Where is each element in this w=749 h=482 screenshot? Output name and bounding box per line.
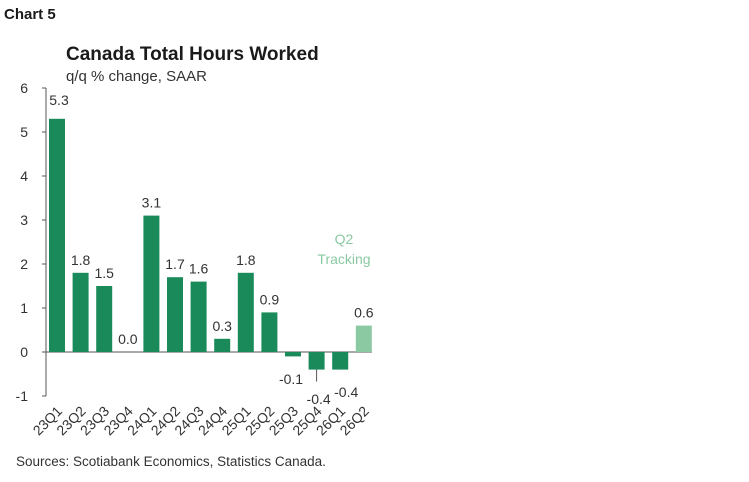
chart-title: Canada Total Hours Worked bbox=[66, 44, 319, 65]
y-tick-label: 6 bbox=[20, 80, 28, 96]
bar-25q2 bbox=[261, 312, 278, 352]
data-label-26q1: -0.4 bbox=[334, 384, 358, 400]
bar-24q1 bbox=[143, 215, 160, 352]
data-label-25q3: -0.1 bbox=[279, 371, 303, 387]
annotation-line-1: Q2 bbox=[335, 231, 354, 247]
y-tick-label: 4 bbox=[20, 168, 28, 184]
y-tick-label: -1 bbox=[16, 388, 29, 404]
data-label-24q4: 0.3 bbox=[212, 318, 232, 334]
data-label-23q1: 5.3 bbox=[49, 92, 69, 108]
bar-24q3 bbox=[190, 281, 207, 352]
data-label-24q1: 3.1 bbox=[142, 195, 162, 211]
bar-26q2 bbox=[355, 325, 372, 352]
chart-number-label: Chart 5 bbox=[4, 6, 56, 23]
y-tick-label: 3 bbox=[20, 212, 28, 228]
bar-25q1 bbox=[237, 272, 254, 352]
y-tick-label: 2 bbox=[20, 256, 28, 272]
tracking-annotation: Q2 Tracking bbox=[317, 231, 370, 267]
data-label-25q4: -0.4 bbox=[307, 391, 331, 407]
data-label-24q3: 1.6 bbox=[189, 261, 209, 277]
data-label-26q2: 0.6 bbox=[354, 305, 374, 321]
bar-25q3 bbox=[285, 352, 301, 357]
bar-23q3 bbox=[96, 286, 113, 352]
y-tick-label: 5 bbox=[20, 124, 28, 140]
data-label-24q2: 1.7 bbox=[165, 256, 185, 272]
bar-23q1 bbox=[49, 118, 65, 352]
data-label-23q3: 1.5 bbox=[94, 265, 114, 281]
data-labels: 5.31.81.50.03.11.7 1.60.31.80.9-0.1-0.4 -0… bbox=[49, 92, 373, 407]
bar-26q1 bbox=[332, 352, 349, 370]
data-label-23q4: 0.0 bbox=[118, 331, 138, 347]
data-label-23q2: 1.8 bbox=[71, 252, 91, 268]
bar-23q2 bbox=[72, 272, 89, 352]
y-tick-label: 0 bbox=[20, 344, 28, 360]
y-tick-label: 1 bbox=[20, 300, 28, 316]
annotation-line-2: Tracking bbox=[317, 251, 370, 267]
bar-24q2 bbox=[167, 277, 183, 352]
bar-25q4 bbox=[308, 352, 325, 370]
source-note: Sources: Scotiabank Economics, Statistic… bbox=[16, 454, 326, 469]
data-label-25q2: 0.9 bbox=[260, 291, 280, 307]
bar-24q4 bbox=[214, 338, 231, 352]
x-axis-labels: 23Q123Q223Q323Q424Q124Q224Q324Q425Q125Q2… bbox=[30, 403, 372, 439]
data-label-25q1: 1.8 bbox=[236, 252, 256, 268]
bars bbox=[49, 118, 372, 370]
chart-subtitle: q/q % change, SAAR bbox=[66, 68, 207, 85]
